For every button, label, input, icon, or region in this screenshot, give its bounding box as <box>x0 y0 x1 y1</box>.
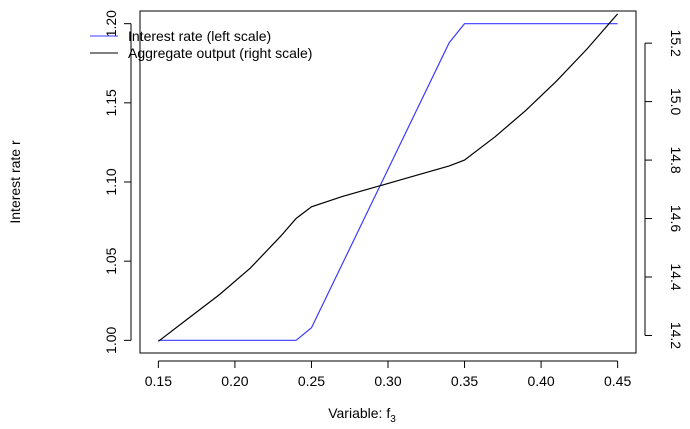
x-tick-label: 0.35 <box>451 373 478 389</box>
legend: Interest rate (left scale) Aggregate out… <box>90 28 312 61</box>
x-tick-label: 0.40 <box>527 373 554 389</box>
x-axis-title: Variable: f3 <box>328 405 396 425</box>
y-right-axis: 14.2 14.4 14.6 14.8 15.0 15.2 <box>644 30 684 349</box>
x-tick-label: 0.20 <box>221 373 248 389</box>
x-axis-title-main: Variable: f <box>328 405 390 421</box>
series-layer <box>158 13 619 342</box>
x-axis: 0.15 0.20 0.25 0.30 0.35 0.40 0.45 <box>145 360 631 389</box>
y-right-tick-label: 14.2 <box>668 322 684 349</box>
y-left-tick-label: 1.15 <box>103 89 119 116</box>
y-left-axis: 1.00 1.05 1.10 1.15 1.20 <box>103 10 132 354</box>
y-left-tick-label: 1.10 <box>103 168 119 195</box>
y-left-axis-title: Interest rate r <box>7 140 23 224</box>
y-right-tick-label: 14.8 <box>668 146 684 173</box>
plot-border <box>139 10 637 354</box>
legend-label-interest-rate: Interest rate (left scale) <box>128 28 271 44</box>
plot-frame <box>139 10 637 354</box>
x-tick-label: 0.30 <box>374 373 401 389</box>
series-line-interest-rate <box>158 23 618 341</box>
y-right-tick-label: 15.0 <box>668 88 684 115</box>
x-axis-title-subscript: 3 <box>390 414 396 425</box>
series-line-aggregate-output <box>158 13 619 342</box>
y-left-tick-label: 1.00 <box>103 326 119 353</box>
x-tick-label: 0.15 <box>145 373 172 389</box>
y-right-tick-label: 14.6 <box>668 205 684 232</box>
y-left-tick-label: 1.20 <box>103 10 119 37</box>
legend-label-aggregate-output: Aggregate output (right scale) <box>128 45 312 61</box>
y-right-tick-label: 15.2 <box>668 30 684 57</box>
y-right-tick-label: 14.4 <box>668 263 684 290</box>
y-left-tick-label: 1.05 <box>103 247 119 274</box>
x-tick-label: 0.25 <box>298 373 325 389</box>
x-tick-label: 0.45 <box>604 373 631 389</box>
